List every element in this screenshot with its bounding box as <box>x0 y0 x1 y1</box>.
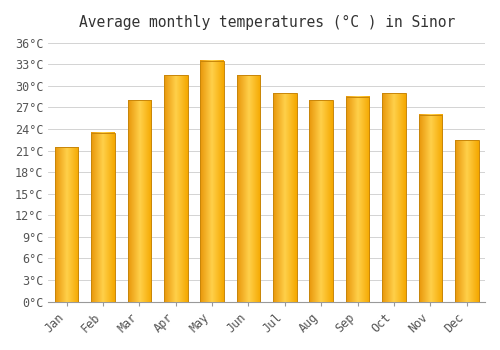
Bar <box>273 93 296 302</box>
Bar <box>54 147 78 302</box>
Bar <box>455 140 478 302</box>
Bar <box>236 75 260 302</box>
Bar <box>310 100 333 302</box>
Bar <box>164 75 188 302</box>
Bar <box>382 93 406 302</box>
Bar <box>418 114 442 302</box>
Bar <box>200 61 224 302</box>
Bar <box>128 100 151 302</box>
Bar <box>91 133 115 302</box>
Bar <box>346 97 370 302</box>
Title: Average monthly temperatures (°C ) in Sinor: Average monthly temperatures (°C ) in Si… <box>78 15 455 30</box>
